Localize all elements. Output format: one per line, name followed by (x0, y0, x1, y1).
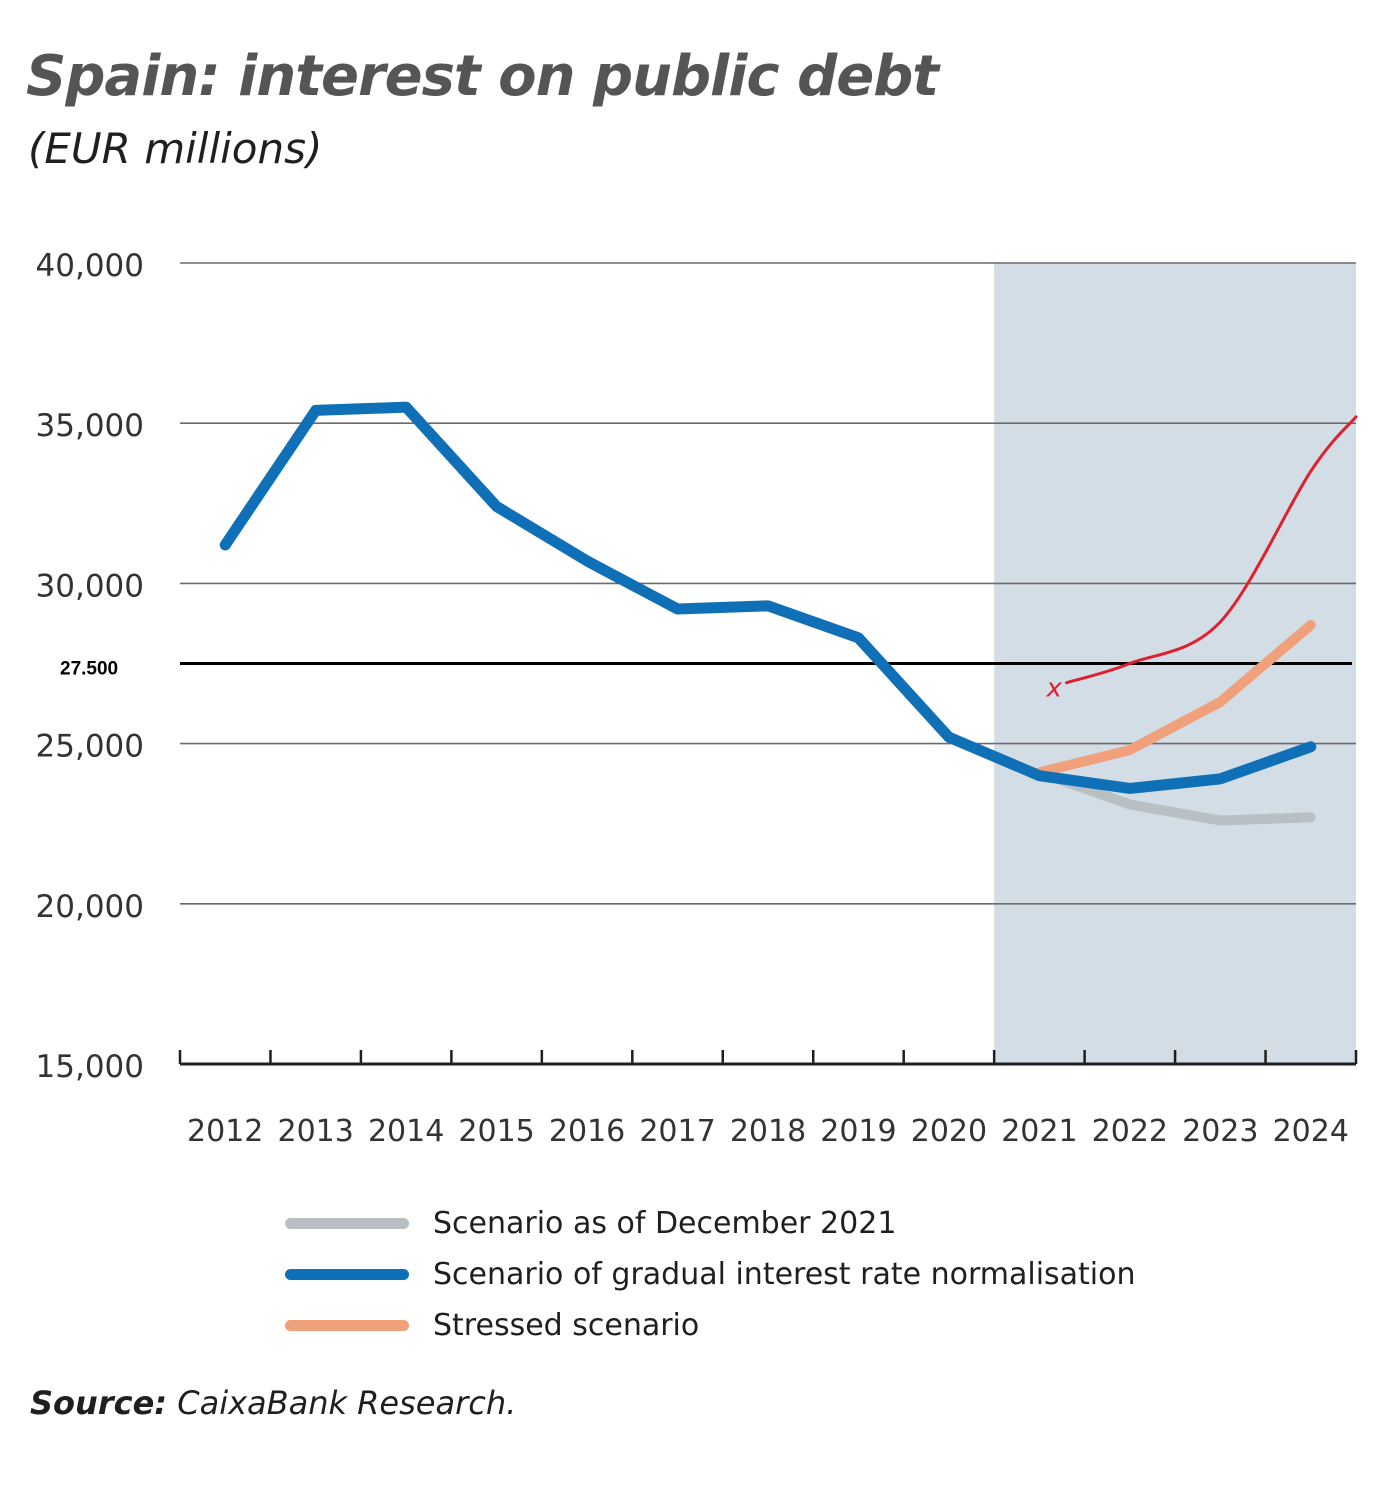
series-line-gradual (219, 401, 1317, 794)
annotation-curve (1065, 415, 1358, 685)
x-tick-label: 2013 (278, 1114, 354, 1149)
legend-item-december: Scenario as of December 2021 (285, 1198, 1136, 1249)
x-tick-label: 2014 (368, 1114, 444, 1149)
chart-title: Spain: interest on public debt (26, 44, 939, 109)
x-tick-label: 2017 (639, 1114, 715, 1149)
x-tick-label: 2012 (187, 1114, 263, 1149)
x-tick-label: 2015 (458, 1114, 534, 1149)
y-tick-label: 30,000 (36, 568, 144, 604)
reference-line-label: 27.500 (60, 659, 118, 680)
source-text: CaixaBank Research. (167, 1384, 517, 1422)
legend-label-december: Scenario as of December 2021 (433, 1206, 897, 1241)
x-tick-label: 2016 (549, 1114, 625, 1149)
legend-label-stressed: Stressed scenario (433, 1308, 700, 1343)
chart-subtitle: (EUR millions) (28, 124, 323, 173)
x-tick-label: 2022 (1092, 1114, 1168, 1149)
legend-item-stressed: Stressed scenario (285, 1300, 1136, 1351)
series-line-december (1034, 767, 1316, 826)
source-note: Source: CaixaBank Research. (30, 1384, 516, 1422)
legend-swatch-stressed (285, 1320, 409, 1331)
legend-item-gradual: Scenario of gradual interest rate normal… (285, 1249, 1136, 1300)
y-tick-label: 35,000 (36, 408, 144, 444)
y-tick-label: 15,000 (36, 1049, 144, 1085)
legend-label-gradual: Scenario of gradual interest rate normal… (433, 1257, 1136, 1292)
x-tick-label: 2024 (1273, 1114, 1349, 1149)
y-tick-label: 20,000 (36, 889, 144, 925)
series-line-stressed (1034, 620, 1316, 778)
x-tick-label: 2023 (1182, 1114, 1258, 1149)
x-tick-label: 2021 (1001, 1114, 1077, 1149)
annotation-x-marker: x (1046, 674, 1063, 704)
legend-swatch-december (285, 1218, 409, 1229)
y-tick-label: 40,000 (36, 248, 144, 284)
legend-swatch-gradual (285, 1269, 409, 1280)
y-tick-label: 25,000 (36, 729, 144, 765)
x-tick-label: 2020 (911, 1114, 987, 1149)
x-tick-label: 2018 (730, 1114, 806, 1149)
x-tick-label: 2019 (820, 1114, 896, 1149)
source-prefix: Source: (30, 1384, 168, 1422)
legend: Scenario as of December 2021 Scenario of… (285, 1198, 1136, 1351)
